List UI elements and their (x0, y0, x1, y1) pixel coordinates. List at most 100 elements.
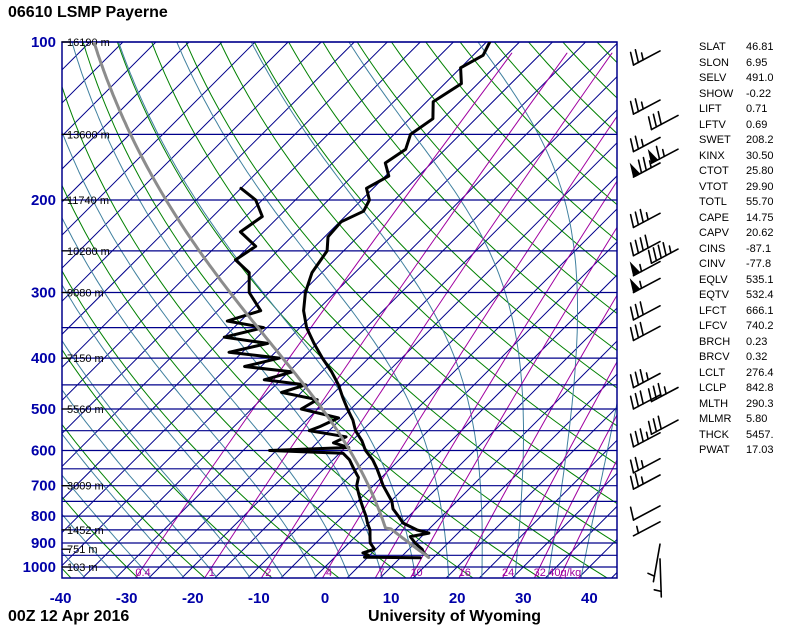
mixing-ratio-labels: 0.4 1 2 4 7 10 16 24 32 40g/kg (135, 567, 581, 579)
stat-row: LCLT 276.4 (699, 366, 774, 382)
stat-value: 0.69 (746, 118, 768, 131)
stat-label: CINS (699, 242, 726, 255)
sounding-curves (92, 42, 492, 560)
svg-text:400: 400 (31, 350, 56, 367)
svg-text:751 m: 751 m (67, 544, 98, 556)
stat-label: EQTV (699, 289, 729, 301)
stat-value: 5.80 (746, 413, 768, 425)
svg-text:1: 1 (209, 567, 215, 579)
stat-row: MLMR 5.80 (699, 412, 774, 428)
svg-text:600: 600 (31, 443, 56, 460)
svg-text:10: 10 (410, 567, 422, 579)
stat-row: CINV -77.8 (699, 257, 774, 273)
stat-row: CTOT 25.80 (699, 164, 774, 180)
stat-value: 55.70 (746, 196, 774, 208)
footer-org: University of Wyoming (368, 608, 542, 625)
stat-value: 29.90 (746, 180, 774, 193)
stat-value: 740.2 (746, 320, 774, 332)
stat-label: KINX (699, 149, 725, 162)
svg-text:5560 m: 5560 m (67, 404, 104, 416)
svg-text:200: 200 (31, 192, 56, 209)
stat-value: 6.95 (746, 56, 768, 69)
stat-value: 842.8 (746, 382, 774, 394)
svg-text:900: 900 (31, 535, 56, 552)
stat-value: -0.22 (746, 87, 772, 100)
svg-text:1452 m: 1452 m (67, 525, 104, 537)
stat-label: VTOT (699, 180, 729, 193)
stat-row: SHOW -0.22 (699, 87, 774, 103)
svg-text:300: 300 (31, 284, 56, 301)
stat-value: 0.23 (746, 335, 768, 348)
stat-row: SELV 491.0 (699, 71, 774, 87)
stats-panel: SLAT 46.81 SLON 6.95 SELV 491.0 SHOW -0.22 LIFT 0… (699, 40, 774, 459)
stat-value: 46.81 (746, 41, 774, 53)
stat-label: CTOT (699, 165, 729, 177)
altitude-labels: 16190 m 13600 m 11740 m 10280 m 9080 m 7150 m… (61, 37, 110, 574)
stat-value: 25.80 (746, 165, 774, 177)
svg-text:0.4: 0.4 (135, 567, 150, 579)
stat-row: BRCH 0.23 (699, 335, 774, 351)
stat-row: VTOT 29.90 (699, 180, 774, 196)
stat-row: SWET 208.2 (699, 133, 774, 149)
svg-text:100: 100 (31, 34, 56, 51)
stat-value: 666.1 (746, 304, 774, 317)
svg-text:10: 10 (383, 590, 400, 607)
stat-label: LCLT (699, 366, 726, 379)
footer-date: 00Z 12 Apr 2016 (8, 608, 130, 625)
stat-row: LIFT 0.71 (699, 102, 774, 118)
svg-text:800: 800 (31, 508, 56, 525)
stat-label: LCLP (699, 382, 727, 394)
stat-label: MLMR (699, 413, 732, 425)
svg-text:0: 0 (321, 590, 329, 607)
stat-value: 30.50 (746, 149, 774, 162)
stat-label: LFCV (699, 320, 728, 332)
stat-value: -87.1 (746, 242, 772, 255)
pressure-axis-labels: 100 200 300 400 500 600 700 800 900 1000 (23, 34, 56, 576)
svg-text:30: 30 (515, 590, 532, 607)
stat-value: 0.71 (746, 103, 768, 115)
stat-label: EQLV (699, 273, 728, 286)
stat-row: BRCV 0.32 (699, 350, 774, 366)
stat-row: THCK 5457. (699, 428, 774, 444)
svg-text:700: 700 (31, 478, 56, 495)
svg-text:2: 2 (265, 567, 271, 579)
svg-text:16: 16 (459, 567, 471, 579)
svg-text:500: 500 (31, 401, 56, 418)
svg-text:24: 24 (502, 567, 514, 579)
svg-text:-20: -20 (182, 590, 204, 607)
page-title: 06610 LSMP Payerne (8, 4, 168, 21)
svg-text:-10: -10 (248, 590, 270, 607)
svg-text:40: 40 (581, 590, 598, 607)
stat-label: CAPE (699, 211, 729, 224)
svg-text:7: 7 (378, 567, 384, 579)
stat-row: EQTV 532.4 (699, 288, 774, 304)
stat-value: 0.32 (746, 351, 768, 363)
stat-label: SHOW (699, 87, 734, 100)
stat-row: CAPV 20.62 (699, 226, 774, 242)
stat-label: PWAT (699, 444, 730, 456)
stat-row: EQLV 535.1 (699, 273, 774, 289)
stat-row: CINS -87.1 (699, 242, 774, 258)
stat-row: CAPE 14.75 (699, 211, 774, 227)
stat-label: THCK (699, 428, 729, 441)
stat-row: LCLP 842.8 (699, 381, 774, 397)
svg-text:10280 m: 10280 m (67, 246, 110, 258)
svg-text:3009 m: 3009 m (67, 481, 104, 493)
stat-label: CAPV (699, 227, 729, 239)
stat-label: LIFT (699, 103, 722, 115)
stat-label: SLAT (699, 41, 726, 53)
wind-barbs (629, 49, 679, 598)
stat-label: TOTL (699, 196, 727, 208)
stat-label: SLON (699, 56, 729, 69)
stat-value: 491.0 (746, 72, 774, 84)
svg-text:20: 20 (449, 590, 466, 607)
stat-value: 20.62 (746, 227, 774, 239)
stat-label: MLTH (699, 397, 729, 410)
svg-text:-40: -40 (50, 590, 72, 607)
stat-value: 208.2 (746, 134, 774, 146)
plot-grid (62, 42, 617, 578)
stat-label: LFCT (699, 304, 727, 317)
stat-row: PWAT 17.03 (699, 443, 774, 459)
